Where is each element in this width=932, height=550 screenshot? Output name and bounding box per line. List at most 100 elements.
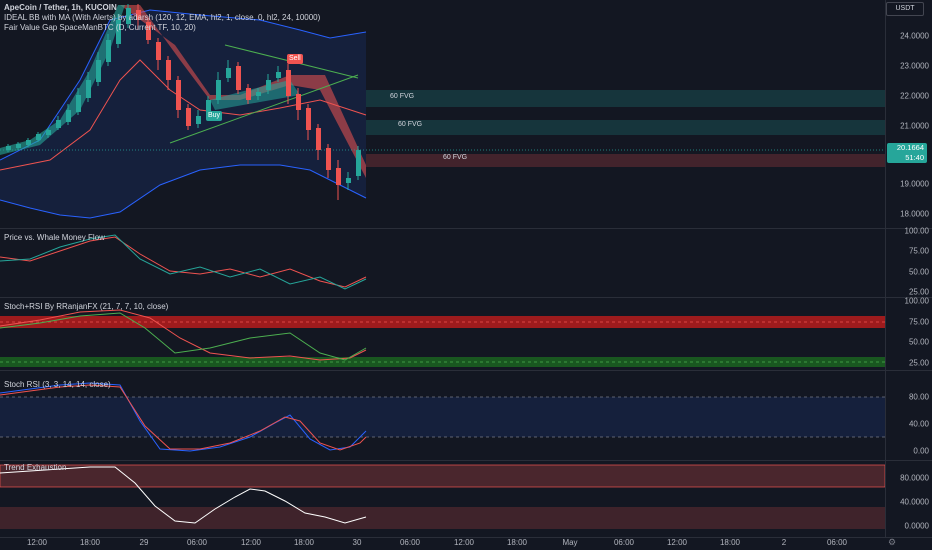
- candle: [296, 94, 301, 110]
- current-price: 20.1664: [896, 143, 924, 152]
- time-tick: 06:00: [613, 538, 635, 547]
- axis-tick: 25.00: [908, 287, 929, 297]
- indicator-legend-fvg[interactable]: Fair Value Gap SpaceManBTC (D, Current T…: [4, 23, 196, 32]
- exhaustion-line: [0, 466, 367, 524]
- candle: [76, 95, 81, 112]
- ma-ribbon-up-2: [210, 80, 300, 110]
- stoch-rsi-canvas: [0, 382, 885, 452]
- candle: [6, 146, 11, 150]
- pane-title-whale[interactable]: Price vs. Whale Money Flow: [4, 233, 105, 242]
- current-price-tag: 20.1664 51:40: [887, 143, 927, 163]
- oversold-band: [0, 357, 885, 367]
- trendline-lower: [169, 74, 359, 144]
- candle: [136, 10, 141, 20]
- candle: [236, 66, 241, 90]
- candle: [176, 80, 181, 110]
- indicator-legend-bb[interactable]: IDEAL BB with MA (With Alerts) by adarsh…: [4, 13, 321, 22]
- candle: [156, 42, 161, 60]
- exhaustion-upper-zone: [0, 464, 885, 488]
- fvg-zone-2: [366, 120, 885, 135]
- time-tick: 18:00: [506, 538, 528, 547]
- price-chart-canvas: [0, 4, 885, 219]
- pane-title-trend-exhaustion[interactable]: Trend Exhaustion: [4, 463, 67, 472]
- axis-tick: 75.00: [908, 246, 929, 256]
- candle: [26, 140, 31, 145]
- price-tick: 23.0000: [900, 61, 929, 71]
- trend-exhaustion-axis[interactable]: 80.0000 40.0000 0.0000: [885, 461, 932, 537]
- stoch-rsi-pane[interactable]: Stoch RSI (3, 3, 14, 14, close): [0, 371, 885, 460]
- pane-separator[interactable]: [0, 297, 932, 298]
- candle: [256, 92, 261, 96]
- candle: [316, 128, 321, 150]
- candle: [186, 108, 191, 126]
- trend-exhaustion-pane[interactable]: Trend Exhaustion: [0, 461, 885, 537]
- candle: [96, 60, 101, 82]
- stoch-rranjan-axis[interactable]: 100.00 75.00 50.00 25.00: [885, 296, 932, 370]
- time-tick: 12:00: [453, 538, 475, 547]
- candle: [266, 80, 271, 90]
- price-tick: 21.0000: [900, 121, 929, 131]
- currency-label[interactable]: USDT: [886, 2, 924, 16]
- whale-money-flow-pane[interactable]: Price vs. Whale Money Flow: [0, 229, 885, 297]
- stoch-rranjan-red: [0, 309, 367, 361]
- pane-separator[interactable]: [0, 228, 932, 229]
- price-tick: 22.0000: [900, 91, 929, 101]
- candle: [196, 116, 201, 124]
- stoch-rsi-axis[interactable]: 80.00 40.00 0.00: [885, 371, 932, 460]
- stoch-rsi-band: [0, 397, 885, 437]
- candle: [216, 80, 221, 100]
- time-tick: 06:00: [399, 538, 421, 547]
- time-tick: May: [562, 538, 578, 547]
- time-tick: 2: [781, 538, 787, 547]
- pane-separator[interactable]: [0, 460, 932, 461]
- time-axis-separator: [0, 537, 932, 538]
- candle: [286, 70, 291, 96]
- trend-exhaustion-canvas: [0, 464, 885, 529]
- candle: [246, 88, 251, 100]
- ma-ribbon-down: [120, 5, 366, 178]
- candle: [116, 20, 121, 44]
- axis-tick: 0.0000: [904, 521, 929, 531]
- fvg-label-3: 60 FVG: [443, 154, 468, 161]
- axis-tick: 100.00: [904, 226, 929, 236]
- candle: [46, 130, 51, 135]
- stoch-rranjan-green: [0, 312, 367, 361]
- time-tick: 06:00: [186, 538, 208, 547]
- time-tick: 18:00: [293, 538, 315, 547]
- main-chart-pane[interactable]: 60 FVG 60 FVG 60 FVG Sell Buy ApeCoin / …: [0, 0, 885, 228]
- bollinger-band-fill: [0, 10, 366, 218]
- candle: [146, 22, 151, 40]
- candle: [226, 68, 231, 78]
- axis-tick: 100.00: [904, 296, 929, 306]
- candle: [346, 178, 351, 183]
- buy-signal: Buy: [206, 111, 223, 121]
- bollinger-upper: [0, 9, 367, 161]
- bollinger-lower: [0, 164, 367, 219]
- candle: [336, 168, 341, 185]
- time-tick: 12:00: [240, 538, 262, 547]
- price-axis[interactable]: 24.0000 23.0000 22.0000 21.0000 19.0000 …: [885, 0, 932, 228]
- time-tick: 06:00: [826, 538, 848, 547]
- whale-flow-red: [0, 236, 367, 288]
- candle: [66, 110, 71, 122]
- candle: [16, 144, 21, 148]
- fvg-label-2: 60 FVG: [398, 121, 423, 128]
- symbol-title[interactable]: ApeCoin / Tether, 1h, KUCOIN: [4, 3, 117, 12]
- pane-title-stoch-rranjan[interactable]: Stoch+RSI By RRanjanFX (21, 7, 7, 10, cl…: [4, 302, 169, 311]
- fvg-label-1: 60 FVG: [390, 93, 415, 100]
- candle: [306, 108, 311, 130]
- whale-axis[interactable]: 100.00 75.00 50.00 25.00: [885, 226, 932, 297]
- stoch-rsi-rranjan-pane[interactable]: Stoch+RSI By RRanjanFX (21, 7, 7, 10, cl…: [0, 298, 885, 370]
- pane-title-stoch-rsi[interactable]: Stoch RSI (3, 3, 14, 14, close): [4, 380, 111, 389]
- pane-separator[interactable]: [0, 370, 932, 371]
- exhaustion-lower-zone: [0, 507, 885, 529]
- overbought-band: [0, 316, 885, 328]
- gear-icon[interactable]: ⚙: [888, 537, 897, 547]
- candle: [356, 150, 361, 176]
- candle: [276, 72, 281, 78]
- stoch-rsi-rranjan-canvas: [0, 309, 885, 367]
- time-tick: 30: [352, 538, 362, 547]
- axis-tick: 50.00: [908, 267, 929, 277]
- fvg-zone-3: [366, 154, 885, 167]
